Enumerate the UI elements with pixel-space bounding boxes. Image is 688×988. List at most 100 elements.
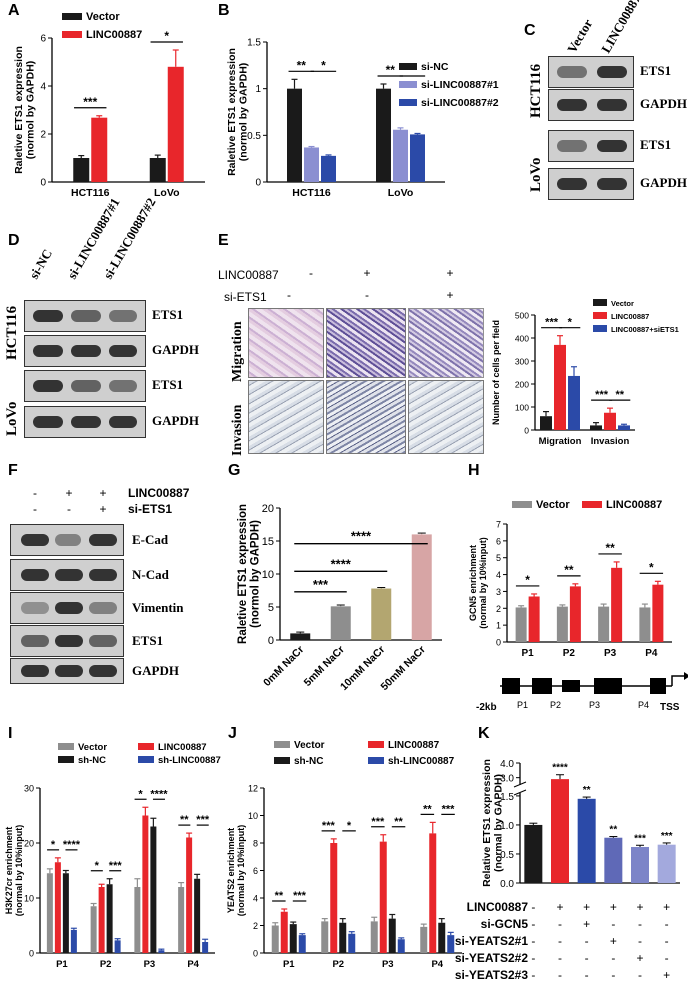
blot-f-row-label-2: N-Cad	[132, 567, 169, 582]
significance-mark: ***	[322, 820, 336, 832]
bar	[604, 837, 623, 883]
blot-c-row-label-3: ETS1	[640, 137, 672, 152]
f-sign: +	[99, 502, 107, 516]
bar-linc00887	[91, 117, 108, 182]
k-sign: -	[664, 917, 669, 931]
bar-sh-nc	[62, 873, 69, 953]
bar-sh-linc00887	[70, 929, 77, 953]
x-tick-label: P3	[144, 959, 156, 970]
panel-label-k: K	[478, 725, 490, 742]
gene-map-left: -2kb	[476, 702, 497, 713]
y-tick-label: 400	[515, 334, 529, 344]
x-tick-label: P3	[604, 648, 617, 659]
significance-mark: ***	[293, 890, 307, 902]
blot-d: si-NC si-LINC00887#1 si-LINC00887#2 HCT1…	[0, 195, 210, 457]
legend-label: si-NC	[421, 61, 449, 73]
k-sign: -	[664, 934, 669, 948]
k-sign: -	[558, 934, 562, 948]
k-sign: -	[531, 951, 536, 965]
blot-d-row-label-3: ETS1	[152, 377, 184, 392]
y-axis-label: Raletive ETS1 expression(normol by GAPDH…	[13, 46, 37, 174]
region-box	[532, 678, 552, 694]
bar-vector	[370, 921, 378, 953]
e-sign: +	[446, 266, 454, 280]
legend-swatch	[58, 743, 74, 750]
blot-f-row-3	[10, 592, 124, 624]
y-tick-label: 2	[253, 921, 258, 931]
f-row-label-linc: LINC00887	[128, 486, 190, 500]
bar-linc00887	[554, 344, 566, 430]
panel-label-i: I	[8, 725, 13, 742]
invasion-image-vector	[248, 380, 324, 454]
blot-f-row-label-5: GAPDH	[132, 663, 179, 678]
significance-mark: **	[609, 825, 617, 836]
bar	[290, 633, 311, 640]
y-axis-label: YEATS2 enrichment(normal by 10%input)	[226, 825, 246, 917]
k-sign: -	[611, 917, 616, 931]
significance-mark: **	[180, 814, 189, 826]
y-axis-label: Raletive ETS1 expression(normol by GAPDH…	[226, 48, 250, 176]
significance-mark: ***	[313, 577, 329, 592]
chart-j: 0 2 4 6 8 10 12 YEATS2 enrichment(normal by 10%…	[226, 740, 462, 970]
significance-mark: **	[275, 890, 284, 902]
legend-swatch	[138, 743, 154, 750]
y-axis-label: H3K27cr enrichment(normal by 10%input)	[4, 825, 24, 917]
migration-image-linc00887	[326, 308, 406, 378]
region-box	[650, 678, 666, 694]
panel-label-h: H	[468, 462, 480, 479]
k-sign: -	[531, 934, 536, 948]
legend-swatch	[274, 741, 290, 748]
e-row-label-siets1: si-ETS1	[224, 290, 267, 304]
y-tick-label: 4	[253, 894, 258, 904]
bar-linc00887	[167, 66, 184, 182]
x-tick-label: P1	[56, 959, 68, 970]
chart-i: 0 10 20 30 H3K27cr enrichment(normal by 10%i…	[4, 742, 221, 970]
blot-d-group-2: LoVo	[4, 401, 20, 436]
significance-mark: **	[616, 389, 625, 401]
f-sign: +	[99, 486, 107, 500]
bar-linc00887	[330, 843, 338, 953]
y-tick-label: 1.5	[247, 38, 261, 49]
y-tick-label: 10	[24, 894, 34, 904]
y-tick-label: 6	[253, 866, 258, 876]
y-axis-label: GCN5 enrichment(normal by 10%input)	[468, 537, 488, 629]
bar-vector	[540, 416, 552, 430]
k-sign: +	[636, 951, 644, 965]
significance-mark: *	[525, 573, 530, 587]
bar-linc00887	[569, 586, 581, 642]
legend-label: Vector	[86, 11, 120, 23]
legend-label: si-LINC00887#2	[421, 97, 499, 109]
k-sign: +	[556, 900, 564, 914]
blot-f-row-2	[10, 559, 124, 591]
k-sign: -	[584, 968, 589, 982]
bar-si-nc	[376, 88, 391, 182]
bar-vector	[420, 926, 428, 953]
bar-vector	[271, 925, 279, 953]
e-image-row-migration: Migration	[230, 321, 245, 382]
migration-image-vector	[248, 308, 324, 378]
bar-sh-linc00887	[447, 935, 455, 953]
y-tick-label: 10	[262, 569, 274, 581]
significance-mark: **	[564, 563, 574, 577]
bar-sh-nc	[388, 918, 396, 953]
panel-label-b: B	[218, 2, 230, 19]
panel-label-c: C	[524, 22, 536, 39]
y-tick-label: 0.0	[500, 879, 514, 890]
panel-label-g: G	[228, 462, 241, 479]
y-tick-label: 2	[40, 130, 46, 141]
significance-mark: **	[423, 803, 432, 815]
y-tick-label: 0	[255, 178, 261, 189]
blot-c-row-3	[548, 130, 634, 162]
k-sign: +	[663, 968, 671, 982]
significance-mark: ****	[63, 839, 81, 851]
k-sign: -	[611, 951, 616, 965]
y-tick-label: 1	[255, 84, 261, 95]
blot-f: - + + - - + LINC00887 si-ETS1 E-Cad N-Ca…	[0, 462, 222, 684]
y-tick-label: 8	[253, 839, 258, 849]
bar-si-linc00887-1	[393, 129, 408, 182]
panel-label-e: E	[218, 232, 229, 249]
k-sign: +	[583, 917, 591, 931]
x-tick-label: 0mM NaCr	[261, 644, 306, 689]
legend-label: sh-LINC00887	[388, 756, 455, 767]
legend-swatch	[593, 325, 607, 332]
